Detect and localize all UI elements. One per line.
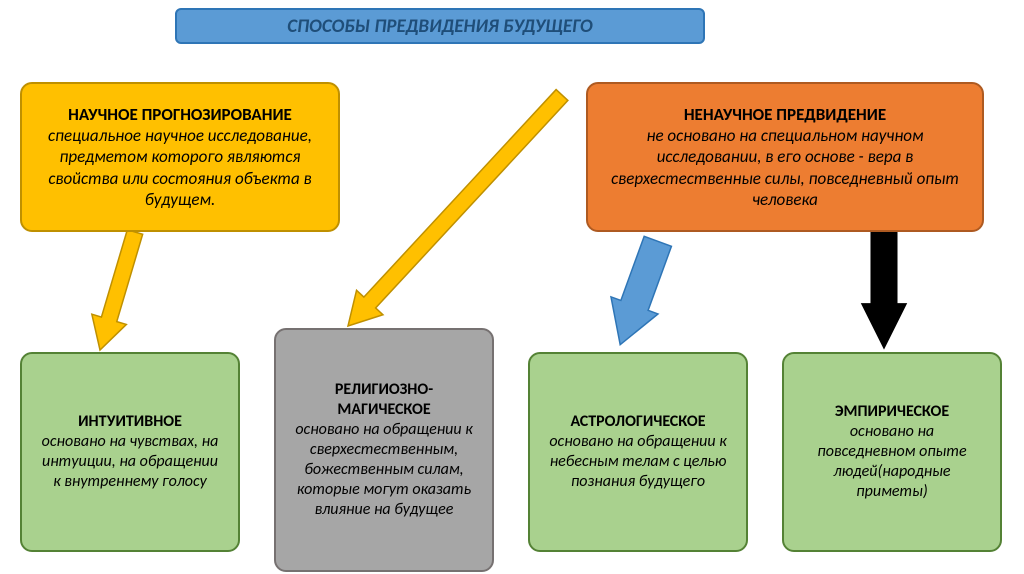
astrological-heading: АСТРОЛОГИЧЕСКОЕ: [546, 412, 730, 432]
intuitive-desc: основано на чувствах, на интуиции, на об…: [38, 432, 222, 492]
astrological-desc: основано на обращении к небесным телам с…: [546, 432, 730, 492]
religious-heading: РЕЛИГИОЗНО-МАГИЧЕСКОЕ: [292, 380, 476, 420]
scientific-desc: специальное научное исследование, предме…: [38, 125, 322, 210]
intuitive-heading: ИНТУИТИВНОЕ: [38, 412, 222, 432]
scientific-box: НАУЧНОЕ ПРОГНОЗИРОВАНИЕ специальное науч…: [20, 82, 340, 232]
empirical-desc: основано на повседневном опыте людей(нар…: [800, 422, 984, 502]
religious-box: РЕЛИГИОЗНО-МАГИЧЕСКОЕ основано на обраще…: [274, 328, 494, 572]
religious-desc: основано на обращении к сверхестественны…: [292, 420, 476, 520]
nonscientific-desc: не основано на специальном научном иссле…: [604, 125, 966, 210]
nonscientific-box: НЕНАУЧНОЕ ПРЕДВИДЕНИЕ не основано на спе…: [586, 82, 984, 232]
astrological-box: АСТРОЛОГИЧЕСКОЕ основано на обращении к …: [528, 352, 748, 552]
title-text: СПОСОБЫ ПРЕДВИДЕНИЯ БУДУЩЕГО: [287, 15, 592, 38]
scientific-heading: НАУЧНОЕ ПРОГНОЗИРОВАНИЕ: [38, 104, 322, 125]
title-box: СПОСОБЫ ПРЕДВИДЕНИЯ БУДУЩЕГО: [175, 8, 705, 44]
empirical-box: ЭМПИРИЧЕСКОЕ основано на повседневном оп…: [782, 352, 1002, 552]
intuitive-box: ИНТУИТИВНОЕ основано на чувствах, на инт…: [20, 352, 240, 552]
empirical-heading: ЭМПИРИЧЕСКОЕ: [800, 402, 984, 422]
nonscientific-heading: НЕНАУЧНОЕ ПРЕДВИДЕНИЕ: [604, 104, 966, 125]
